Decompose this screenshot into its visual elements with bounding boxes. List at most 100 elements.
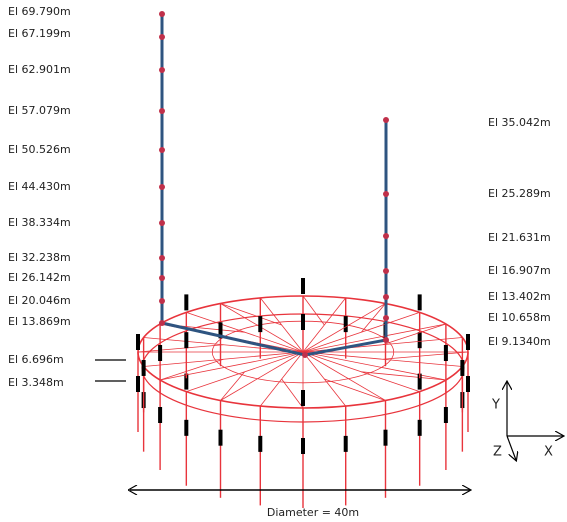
damper xyxy=(136,376,140,392)
brace-member xyxy=(220,371,245,401)
diameter-label: Diameter = 40m xyxy=(267,506,359,519)
damper xyxy=(301,390,305,406)
damper xyxy=(184,419,189,436)
radial-member xyxy=(302,351,463,367)
brace-member xyxy=(361,303,386,333)
node xyxy=(383,191,389,197)
elevation-label: El 20.046m xyxy=(8,294,71,307)
elevation-label: El 38.334m xyxy=(8,216,71,229)
damper xyxy=(383,429,388,446)
elevation-label: El 13.402m xyxy=(488,290,551,303)
brace-member xyxy=(382,323,447,346)
radial-member xyxy=(302,312,420,353)
damper xyxy=(301,314,305,330)
radial-member xyxy=(186,351,304,392)
radial-member xyxy=(186,312,304,353)
radial-member xyxy=(160,351,304,381)
radial-member xyxy=(259,297,304,353)
elevation-label: El 67.199m xyxy=(8,27,71,40)
node xyxy=(383,337,389,343)
elevation-label: El 44.430m xyxy=(8,180,71,193)
elevation-label: El 16.907m xyxy=(488,264,551,277)
brace-member xyxy=(137,344,224,353)
ring-frame xyxy=(136,278,470,508)
damper xyxy=(184,294,189,311)
elevation-label: El 57.079m xyxy=(8,104,71,117)
damper xyxy=(343,316,348,333)
node xyxy=(159,11,165,17)
radial-member xyxy=(302,351,420,392)
radial-member xyxy=(143,351,304,367)
elevation-label: El 10.658m xyxy=(488,311,551,324)
node xyxy=(383,268,389,274)
y-axis-label: Y xyxy=(491,398,500,413)
damper xyxy=(466,334,470,350)
damper xyxy=(443,345,448,361)
elevation-label: El 9.1340m xyxy=(488,335,551,348)
elevation-label: El 62.901m xyxy=(8,63,71,76)
node xyxy=(159,147,165,153)
damper xyxy=(218,429,223,446)
node xyxy=(159,34,165,40)
node xyxy=(383,294,389,300)
brace-member xyxy=(361,371,446,381)
elevation-label: El 32.238m xyxy=(8,251,71,264)
damper xyxy=(460,359,465,376)
z-axis-label: Z xyxy=(493,445,502,460)
damper xyxy=(158,407,163,423)
radial-member xyxy=(302,351,347,407)
damper xyxy=(258,316,263,333)
elevation-label: El 35.042m xyxy=(488,116,551,129)
damper xyxy=(141,359,146,376)
radial-member xyxy=(259,351,304,407)
damper xyxy=(466,376,470,392)
elevation-label: El 50.526m xyxy=(8,143,71,156)
brace-member xyxy=(281,378,304,409)
node xyxy=(383,315,389,321)
elevation-label: El 6.696m xyxy=(8,353,64,366)
elevation-label: El 25.289m xyxy=(488,187,551,200)
radial-member xyxy=(302,303,386,353)
brace-member xyxy=(324,378,386,401)
elevation-label: El 13.869m xyxy=(8,315,71,328)
radial-member xyxy=(302,351,446,381)
damper xyxy=(218,322,223,339)
elevation-label: El 69.790m xyxy=(8,5,71,18)
damper xyxy=(136,334,140,350)
node xyxy=(159,320,165,326)
node xyxy=(159,255,165,261)
elevation-label: El 21.631m xyxy=(488,231,551,244)
z-axis-arrow xyxy=(506,435,516,460)
damper xyxy=(158,345,163,361)
radial-member xyxy=(302,323,446,353)
damper xyxy=(343,435,348,452)
damper xyxy=(417,332,422,349)
damper xyxy=(184,373,189,390)
damper xyxy=(258,435,263,452)
damper xyxy=(184,332,189,349)
damper xyxy=(443,407,448,423)
node xyxy=(159,298,165,304)
brace-member xyxy=(382,351,469,360)
node xyxy=(159,184,165,190)
node xyxy=(159,275,165,281)
radial-member xyxy=(302,351,386,401)
damper xyxy=(417,419,422,436)
damper xyxy=(417,294,422,311)
towers xyxy=(159,11,389,358)
brace-member xyxy=(302,295,325,326)
node xyxy=(302,352,308,358)
brace-member xyxy=(159,358,224,381)
elevation-label: El 3.348m xyxy=(8,376,64,389)
node xyxy=(159,220,165,226)
node xyxy=(383,117,389,123)
node xyxy=(383,233,389,239)
radial-member xyxy=(220,351,304,401)
x-axis-label: X xyxy=(544,445,553,460)
damper xyxy=(417,373,422,390)
node xyxy=(159,108,165,114)
damper xyxy=(301,278,305,294)
node xyxy=(159,67,165,73)
elevation-label: El 26.142m xyxy=(8,271,71,284)
